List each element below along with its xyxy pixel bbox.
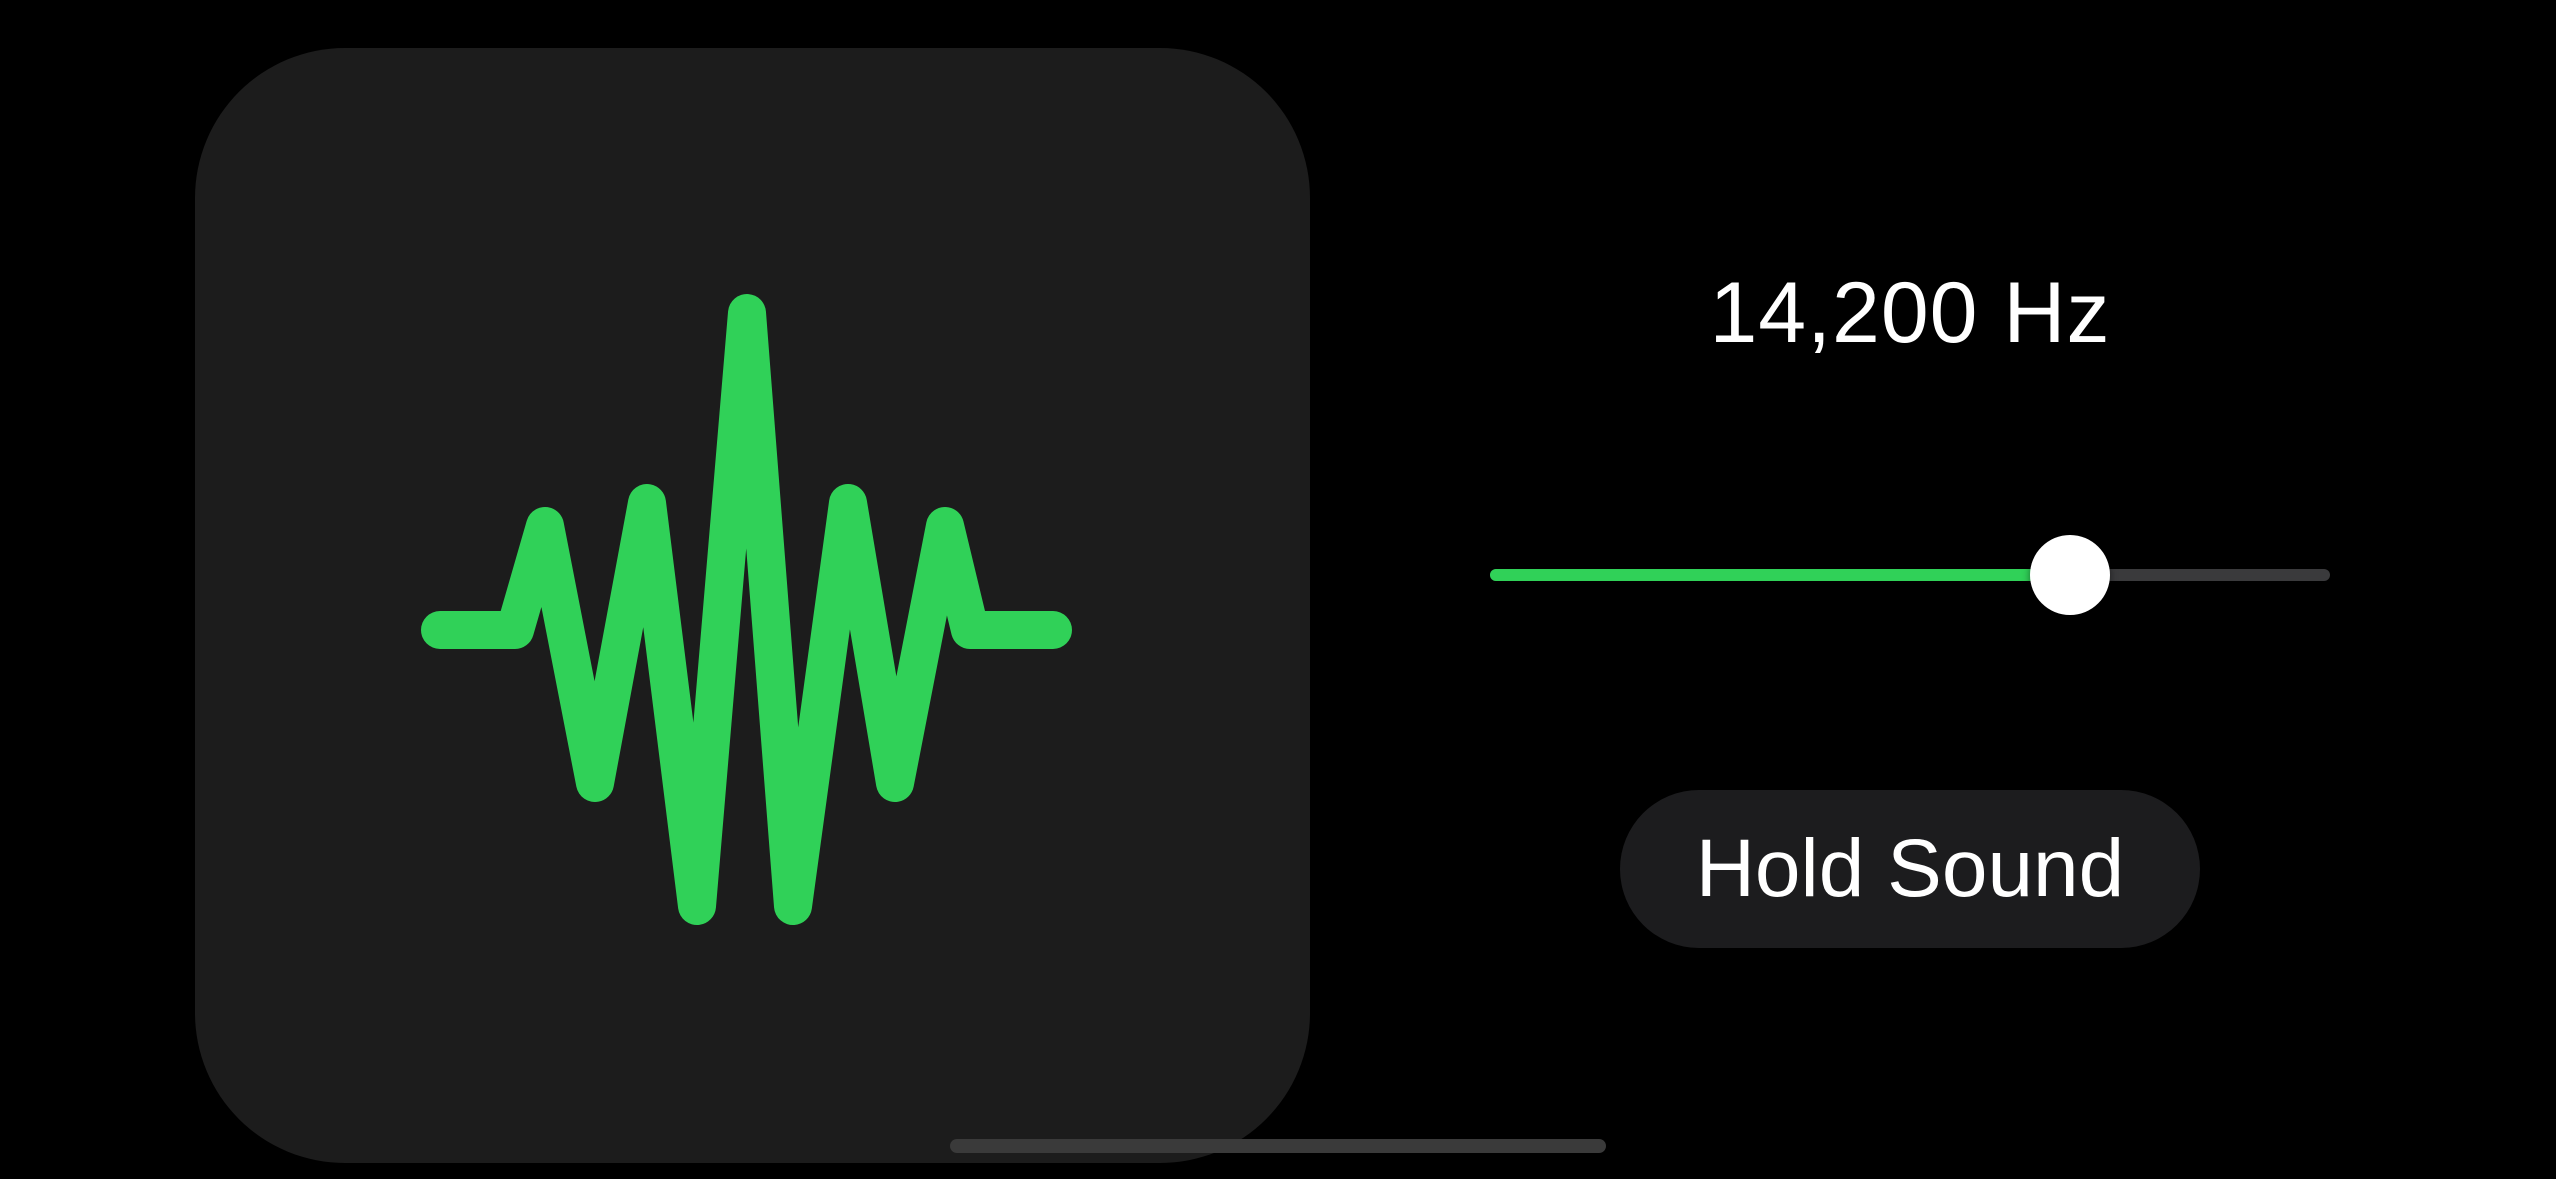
home-indicator[interactable]	[950, 1139, 1606, 1153]
frequency-slider[interactable]	[1490, 535, 2330, 615]
waveform-icon	[421, 294, 1072, 925]
frequency-readout: 14,200 Hz	[1709, 265, 2111, 361]
waveform-line	[421, 294, 1072, 925]
hold-sound-button[interactable]: Hold Sound	[1620, 790, 2200, 948]
slider-thumb[interactable]	[2030, 535, 2110, 615]
slider-fill	[1490, 569, 2070, 581]
hold-sound-label: Hold Sound	[1695, 823, 2125, 914]
waveform-card	[195, 48, 1310, 1163]
